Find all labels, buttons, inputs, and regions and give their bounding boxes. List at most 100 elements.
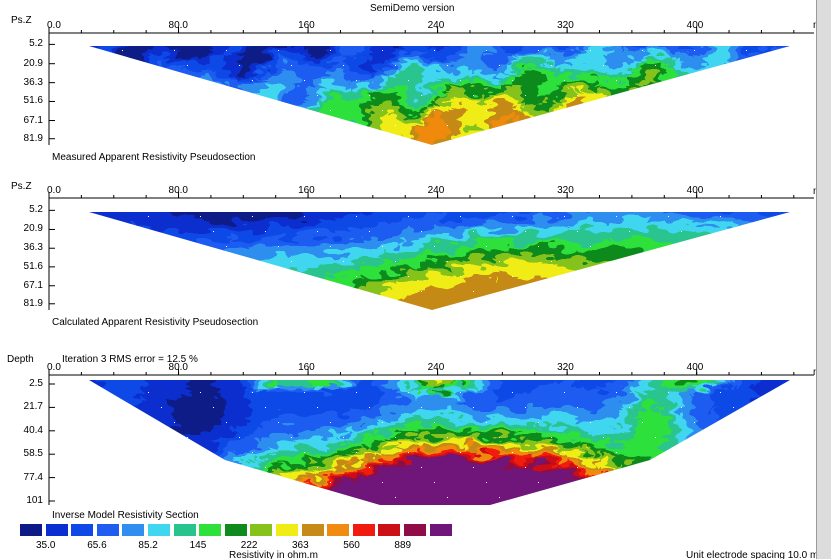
legend-value-label: 65.6 xyxy=(87,540,107,551)
panel3-xtick-label: 400 xyxy=(686,362,704,373)
datum-point xyxy=(122,422,123,423)
datum-point xyxy=(317,95,318,96)
datum-point xyxy=(395,125,396,126)
datum-point xyxy=(382,482,383,483)
panel1-xtick-label: 80.0 xyxy=(168,20,188,31)
datum-point xyxy=(499,497,500,498)
datum-point xyxy=(330,482,331,483)
datum-point xyxy=(395,261,396,262)
datum-point xyxy=(486,50,487,51)
datum-point xyxy=(421,291,422,292)
datum-point xyxy=(369,95,370,96)
panel2-xtick-label: 160 xyxy=(298,185,315,196)
datum-point xyxy=(473,467,474,468)
datum-point xyxy=(616,392,617,393)
legend-swatch xyxy=(199,524,222,536)
datum-point xyxy=(590,422,591,423)
panel3-ytick-label: 58.5 xyxy=(23,448,43,460)
datum-point xyxy=(551,261,552,262)
datum-point xyxy=(473,407,474,408)
panel1-ytick-label: 51.6 xyxy=(23,95,43,107)
panel1-xtick-label: 0.0 xyxy=(47,20,61,31)
datum-point xyxy=(330,50,331,51)
datum-point xyxy=(486,482,487,483)
datum-point xyxy=(538,246,539,247)
datum-point xyxy=(577,407,578,408)
datum-point xyxy=(525,407,526,408)
legend-swatch xyxy=(148,524,170,536)
datum-point xyxy=(434,50,435,51)
datum-point xyxy=(161,407,162,408)
datum-point xyxy=(369,407,370,408)
datum-point xyxy=(395,437,396,438)
datum-point xyxy=(122,482,123,483)
datum-point xyxy=(772,452,773,453)
datum-point xyxy=(304,216,305,217)
datum-point xyxy=(577,467,578,468)
datum-point xyxy=(395,497,396,498)
datum-point xyxy=(629,407,630,408)
datum-point xyxy=(226,482,227,483)
legend-swatch xyxy=(45,524,68,536)
legend-swatch xyxy=(224,524,247,536)
datum-point xyxy=(382,50,383,51)
datum-point xyxy=(187,65,188,66)
datum-point xyxy=(252,216,253,217)
window-right-frame xyxy=(816,0,831,559)
panel2-ytick-label: 51.6 xyxy=(23,260,43,272)
datum-point xyxy=(265,467,266,468)
datum-point xyxy=(447,437,448,438)
datum-point xyxy=(551,437,552,438)
datum-point xyxy=(538,482,539,483)
panel1-xtick-label: 320 xyxy=(557,20,574,31)
datum-point xyxy=(304,452,305,453)
datum-point xyxy=(382,422,383,423)
panel2-ytick-label: 20.9 xyxy=(23,223,43,235)
datum-point xyxy=(564,392,565,393)
datum-point xyxy=(668,452,669,453)
datum-point xyxy=(499,261,500,262)
panel2-xtick-label: 240 xyxy=(427,185,445,196)
legend-value-label: 363 xyxy=(292,540,309,551)
panel3-ytick-label: 40.4 xyxy=(23,424,43,436)
datum-point xyxy=(291,497,292,498)
section-2-image xyxy=(89,212,790,310)
legend-swatch xyxy=(352,524,375,536)
datum-point xyxy=(148,452,149,453)
panel2-xtick-label: 320 xyxy=(557,185,574,196)
datum-point xyxy=(460,276,461,277)
datum-point xyxy=(564,216,565,217)
datum-point xyxy=(564,80,565,81)
legend-swatch xyxy=(301,524,324,536)
legend-swatch xyxy=(429,524,452,536)
datum-point xyxy=(252,392,253,393)
datum-point xyxy=(356,452,357,453)
datum-point xyxy=(330,110,331,111)
datum-point xyxy=(499,65,500,66)
datum-point xyxy=(148,392,149,393)
legend-swatch xyxy=(276,524,298,536)
datum-point xyxy=(148,216,149,217)
legend-swatch xyxy=(404,524,426,536)
datum-point xyxy=(408,216,409,217)
iteration-label: Iteration 3 RMS error = 12.5 % xyxy=(62,354,198,365)
datum-point xyxy=(239,437,240,438)
datum-point xyxy=(564,452,565,453)
datum-point xyxy=(447,497,448,498)
datum-point xyxy=(265,407,266,408)
datum-point xyxy=(226,422,227,423)
datum-point xyxy=(681,231,682,232)
datum-point xyxy=(408,392,409,393)
datum-point xyxy=(395,65,396,66)
datum-point xyxy=(538,422,539,423)
datum-point xyxy=(707,497,708,498)
panel1-ytick-label: 67.1 xyxy=(23,114,43,126)
datum-point xyxy=(200,392,201,393)
datum-point xyxy=(200,216,201,217)
datum-point xyxy=(252,452,253,453)
datum-point xyxy=(304,392,305,393)
datum-point xyxy=(538,50,539,51)
datum-point xyxy=(694,482,695,483)
datum-point xyxy=(369,231,370,232)
